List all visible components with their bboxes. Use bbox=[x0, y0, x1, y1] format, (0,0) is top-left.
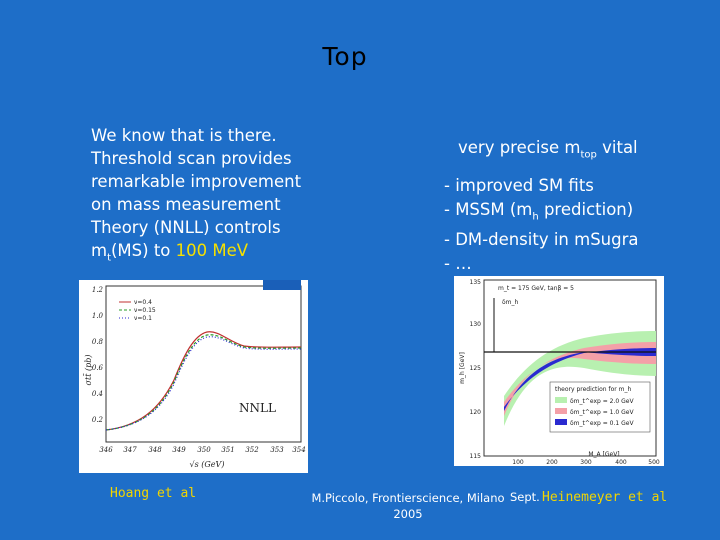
legend-swatch-green bbox=[555, 397, 567, 403]
x-tick-9: 354 bbox=[292, 446, 305, 454]
x-tick-7: 352 bbox=[245, 446, 259, 454]
threshold-scan-svg: 1.2 1.0 0.8 0.6 0.4 0.2 346 347 348 349 … bbox=[83, 285, 306, 469]
x-tick-4: 349 bbox=[172, 446, 186, 454]
right-item-2: - MSSM (mh prediction) bbox=[444, 198, 639, 229]
y-tick-r-3: 120 bbox=[470, 409, 482, 416]
x-tick-r-5: 500 bbox=[648, 459, 660, 466]
right-head-sub: top bbox=[580, 149, 597, 161]
left-line-4: on mass measurement bbox=[91, 195, 281, 214]
caption-hoang: Hoang et al bbox=[110, 486, 197, 501]
x-axis-label-r: M_A [GeV] bbox=[588, 451, 619, 458]
curve-nu-0-4 bbox=[105, 331, 302, 431]
y-tick-5: 0.4 bbox=[92, 390, 103, 398]
right-item-4-text: - … bbox=[444, 253, 472, 273]
right-item-1: - improved SM fits bbox=[444, 174, 639, 198]
x-tick-8: 353 bbox=[270, 446, 284, 454]
y-tick-4: 0.6 bbox=[92, 364, 104, 372]
y-tick-3: 0.8 bbox=[92, 338, 104, 346]
left-line-1: We know that is there. bbox=[91, 126, 277, 145]
band-0-1gev bbox=[504, 348, 656, 411]
curve-nu-0-15 bbox=[105, 334, 302, 431]
right-item-1-text: - improved SM fits bbox=[444, 176, 594, 195]
right-item-3-text: - DM-density in mSugra bbox=[444, 230, 639, 250]
mt-subscript: t bbox=[107, 252, 111, 264]
y-tick-r-2: 125 bbox=[470, 365, 482, 372]
legend-label-2: ν=0.15 bbox=[134, 307, 156, 314]
y-tick-1: 1.2 bbox=[92, 286, 104, 294]
legend-swatch-blue bbox=[555, 419, 567, 425]
legend-entry-1: δm_t^exp = 2.0 GeV bbox=[570, 398, 634, 405]
x-tick-5: 350 bbox=[197, 446, 211, 454]
higgs-mass-svg: m_t = 175 GeV, tanβ = 5 δm_h theory pred… bbox=[459, 279, 660, 466]
y-axis-label-r: m_h [GeV] bbox=[459, 352, 466, 384]
x-tick-r-2: 200 bbox=[546, 459, 558, 466]
slide-title: Top bbox=[322, 42, 368, 71]
legend-title: theory prediction for m_h bbox=[555, 386, 631, 393]
legend-entry-2: δm_t^exp = 1.0 GeV bbox=[570, 409, 634, 416]
y-tick-2: 1.0 bbox=[92, 312, 104, 320]
left-text-block: We know that is there. Threshold scan pr… bbox=[91, 124, 371, 269]
left-line-2: Threshold scan provides bbox=[91, 149, 292, 168]
right-heading: very precise mtop vital bbox=[458, 138, 638, 160]
footer-credit: M.Piccolo, Frontierscience, Milano 2005 bbox=[311, 491, 505, 521]
x-tick-r-4: 400 bbox=[615, 459, 627, 466]
legend-entry-3: δm_t^exp = 0.1 GeV bbox=[570, 420, 634, 427]
footer-sept: Sept. bbox=[510, 490, 540, 504]
x-tick-r-1: 100 bbox=[512, 459, 524, 466]
x-tick-6: 351 bbox=[221, 446, 234, 454]
y-tick-r-top: 135 bbox=[470, 279, 482, 286]
right-bullet-list: - improved SM fits - MSSM (mh prediction… bbox=[444, 174, 639, 275]
mt-symbol: m bbox=[91, 241, 108, 260]
x-tick-3: 348 bbox=[148, 446, 162, 454]
y-tick-6: 0.2 bbox=[92, 416, 104, 424]
x-tick-1: 346 bbox=[99, 446, 113, 454]
x-tick-2: 347 bbox=[123, 446, 137, 454]
left-line-5: Theory (NNLL) controls bbox=[91, 218, 281, 237]
x-axis-label: √s (GeV) bbox=[190, 460, 225, 469]
plot-left-tab bbox=[263, 280, 301, 290]
band-1gev bbox=[504, 342, 656, 416]
curve-nu-0-1 bbox=[105, 336, 302, 431]
right-item-4: - … bbox=[444, 252, 639, 276]
x-tick-r-3: 300 bbox=[580, 459, 592, 466]
right-item-2-pre: - MSSM (m bbox=[444, 199, 533, 219]
right-item-3: - DM-density in mSugra bbox=[444, 228, 639, 252]
legend-label-1: ν=0.4 bbox=[134, 299, 152, 306]
y-tick-r-4: 115 bbox=[470, 453, 482, 460]
y-axis-label: σtt̄ (pb) bbox=[83, 355, 93, 386]
right-head-pre: very precise m bbox=[458, 138, 581, 157]
ms-text: (MS) to bbox=[111, 241, 176, 260]
plot-right-header: m_t = 175 GeV, tanβ = 5 bbox=[498, 285, 574, 292]
left-line-3: remarkable improvement bbox=[91, 172, 302, 191]
threshold-scan-plot: 1.2 1.0 0.8 0.6 0.4 0.2 346 347 348 349 … bbox=[79, 280, 308, 473]
highlight-mev: 100 MeV bbox=[175, 241, 249, 260]
right-item-2-sub: h bbox=[532, 210, 539, 222]
y-tick-r-1: 130 bbox=[470, 321, 482, 328]
right-item-2-post: prediction) bbox=[538, 199, 634, 219]
legend-swatch-red bbox=[555, 408, 567, 414]
left-line-6: mt(MS) to 100 MeV bbox=[91, 239, 371, 269]
nnll-annotation: NNLL bbox=[239, 401, 276, 415]
right-head-post: vital bbox=[596, 138, 638, 157]
caption-heinemeyer: Heinemeyer et al bbox=[542, 490, 668, 505]
legend-label-3: ν=0.1 bbox=[134, 315, 152, 322]
delta-label: δm_h bbox=[502, 299, 519, 306]
plot-frame bbox=[105, 285, 302, 443]
higgs-mass-plot: m_t = 175 GeV, tanβ = 5 δm_h theory pred… bbox=[454, 276, 664, 466]
